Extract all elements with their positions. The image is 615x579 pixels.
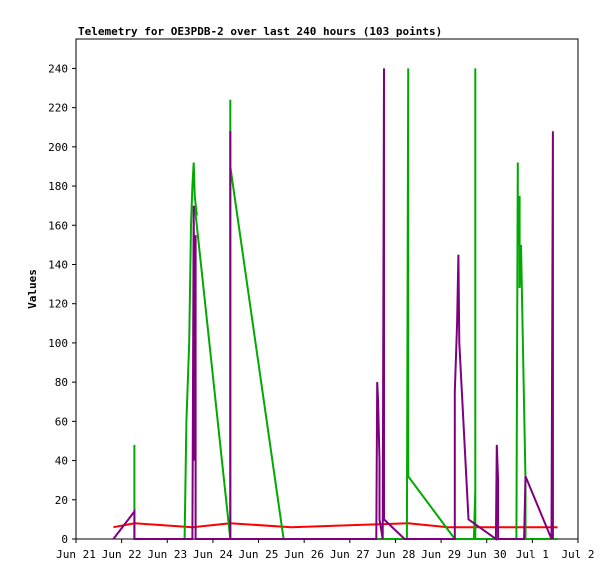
x-tick-label-0: Jun 21 — [56, 548, 96, 561]
y-tick-label-1: 20 — [55, 494, 68, 507]
plot-frame — [75, 38, 579, 540]
x-tick-label-8: Jun 29 — [421, 548, 461, 561]
y-tick-label-2: 40 — [55, 455, 68, 468]
x-tick-label-5: Jun 26 — [284, 548, 324, 561]
x-axis: Jun 21 Jun 22 Jun 23 Jun 24 Jun 25 Jun 26 Jun … — [56, 539, 595, 561]
series-line-1 — [133, 68, 558, 540]
y-tick-label-10: 200 — [48, 141, 68, 154]
x-tick-label-11: Jul 2 — [561, 548, 594, 561]
y-tick-label-0: 0 — [61, 533, 68, 546]
y-tick-label-9: 180 — [48, 180, 68, 193]
x-tick-label-7: Jun 28 — [376, 548, 416, 561]
x-tick-label-6: Jun 27 — [330, 548, 370, 561]
x-tick-label-9: Jun 30 — [467, 548, 507, 561]
x-tick-label-10: Jul 1 — [516, 548, 549, 561]
series-line-0 — [113, 522, 558, 529]
y-axis-label: Values — [26, 269, 39, 309]
x-tick-label-1: Jun 22 — [102, 548, 142, 561]
series-layer — [112, 68, 558, 541]
x-tick-label-2: Jun 23 — [147, 548, 187, 561]
y-tick-label-12: 240 — [48, 62, 68, 75]
y-tick-label-3: 60 — [55, 415, 68, 428]
y-tick-label-11: 220 — [48, 102, 68, 115]
y-tick-label-5: 100 — [48, 337, 68, 350]
chart-title: Telemetry for OE3PDB-2 over last 240 hou… — [78, 25, 442, 38]
y-tick-label-4: 80 — [55, 376, 68, 389]
x-tick-label-3: Jun 24 — [193, 548, 233, 561]
y-tick-label-6: 120 — [48, 298, 68, 311]
y-tick-label-7: 140 — [48, 258, 68, 271]
x-tick-label-4: Jun 25 — [239, 548, 279, 561]
y-tick-label-8: 160 — [48, 219, 68, 232]
y-axis: 0 20 40 60 80 100 120 140 160 180 200 220 240 — [48, 62, 76, 546]
series-line-2 — [112, 68, 554, 541]
